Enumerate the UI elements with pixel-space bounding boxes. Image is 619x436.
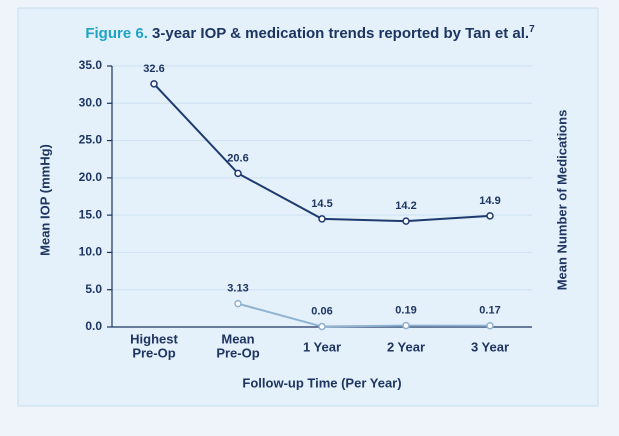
data-point [318,322,326,331]
data-point [486,321,494,330]
data-label: 0.17 [479,305,500,317]
data-label: 14.9 [479,195,500,207]
x-tick-label: 2 Year [387,339,425,354]
y2-axis-label: Mean Number of Medications [554,110,569,291]
chart-title: Figure 6. 3-year IOP & medication trends… [85,24,535,42]
data-label: 0.06 [311,305,332,317]
series-line [237,302,491,328]
y-tick-label: 20.0 [79,170,103,184]
data-point [402,217,410,225]
data-label: 0.19 [395,304,416,316]
data-point [402,321,410,330]
y-tick-label: 35.0 [79,58,103,72]
x-tick-label: Mean [221,331,254,346]
y-axis-label: Mean IOP (mmHg) [37,144,52,256]
data-label: 14.5 [311,198,332,210]
title-main: 3-year IOP & medication trends reported … [152,25,529,42]
y-tick-label: 5.0 [85,282,102,296]
x-tick-label: Pre-Op [132,345,175,360]
x-tick-label: Pre-Op [216,345,259,360]
data-point [486,212,494,220]
data-label: 20.6 [227,152,248,164]
y-tick-label: 10.0 [79,245,103,259]
y-tick-label: 0.0 [85,319,102,333]
data-label: 14.2 [395,200,416,212]
x-tick-label: Highest [130,331,178,346]
data-label: 32.6 [143,63,164,75]
data-point [234,299,242,308]
x-tick-label: 3 Year [471,339,509,354]
y-tick-label: 15.0 [79,207,103,221]
x-tick-label: 1 Year [303,339,341,354]
title-superscript: 7 [529,24,535,35]
x-axis-label: Follow-up Time (Per Year) [242,375,401,390]
data-label: 3.13 [227,283,248,295]
data-point [234,169,242,178]
data-point [318,215,326,223]
panel [17,7,599,407]
y-tick-label: 30.0 [79,95,103,109]
data-point [150,80,158,88]
y-tick-label: 25.0 [79,133,103,147]
title-prefix: Figure 6. [85,25,148,42]
